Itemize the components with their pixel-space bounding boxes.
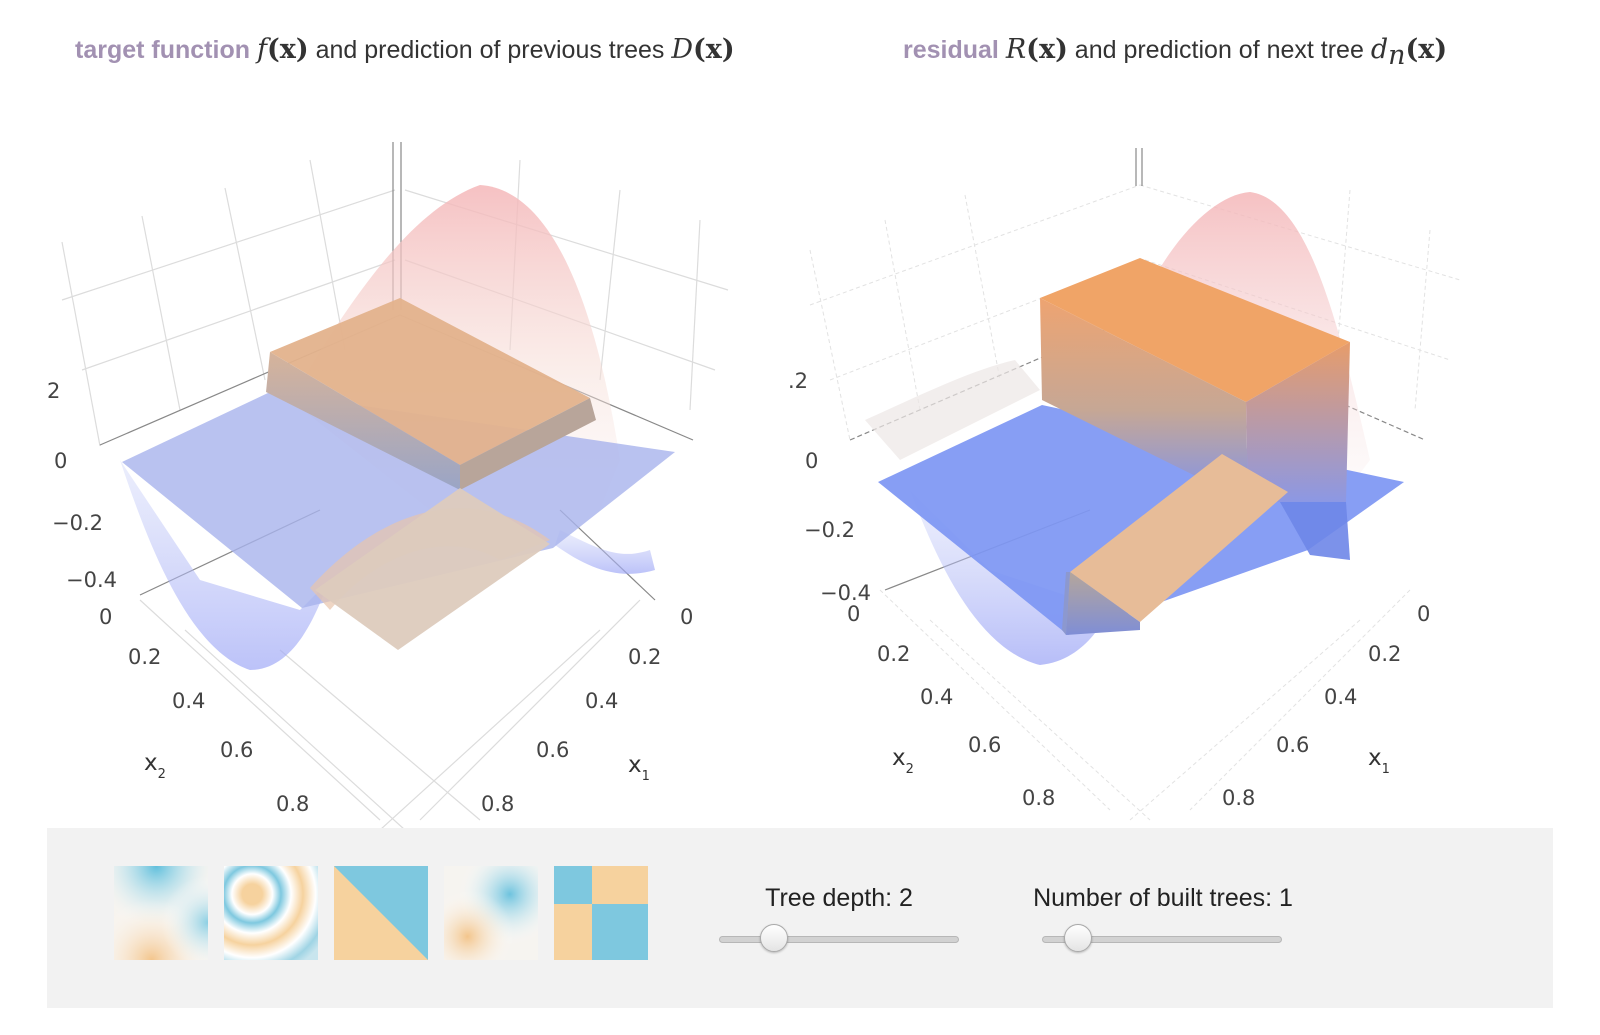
x2-tick: 0.4 (920, 685, 953, 709)
preset-concentric-rings[interactable] (224, 866, 318, 960)
preset-diagonal-split[interactable] (334, 866, 428, 960)
tree-depth-slider-track[interactable] (719, 936, 959, 943)
tree-depth-slider-handle[interactable] (760, 924, 789, 952)
x2-tick: 0.2 (877, 642, 910, 666)
x2-axis-label: x2 (892, 745, 914, 777)
left-plot-title: target function f(x) and prediction of p… (75, 34, 735, 65)
preset-radial-corners[interactable] (114, 866, 208, 960)
tree-depth-label: Tree depth: 2 (765, 884, 913, 912)
x1-tick: 0.8 (481, 792, 514, 816)
x2-tick: 0.8 (1022, 786, 1055, 810)
z-tick: −0.2 (52, 511, 103, 535)
concentric-rings-icon (224, 866, 318, 960)
x1-tick: 0 (680, 605, 693, 629)
right-plot-title: residual R(x) and prediction of next tre… (903, 34, 1448, 71)
radial-corners-icon (114, 866, 208, 960)
z-tick: −0.2 (804, 518, 855, 542)
prediction-box-top (270, 298, 590, 465)
num-trees-slider-handle[interactable] (1064, 924, 1092, 952)
x1-tick: 0.6 (536, 738, 569, 762)
preset-checkerboard[interactable] (554, 866, 648, 960)
grid-lines (809, 184, 1461, 821)
x1-axis-label: x1 (628, 752, 650, 784)
control-panel: Tree depth: 2 Number of built trees: 1 (47, 828, 1553, 1008)
left-3d-plot[interactable]: 2 0 −0.2 −0.4 0 0.2 0.4 0.6 0.8 0 0.2 0.… (0, 130, 760, 830)
diagonal-split-icon (334, 866, 428, 960)
next-tree-box-right (1246, 342, 1350, 502)
diagonal-blob-icon (444, 866, 538, 960)
x2-tick: 0 (99, 605, 112, 629)
x2-tick: 0.6 (220, 738, 253, 762)
checkerboard-icon (554, 866, 648, 960)
target-surface-dip-right (555, 530, 655, 574)
x2-tick: 0 (847, 602, 860, 626)
x1-tick: 0.2 (628, 645, 661, 669)
num-trees-label: Number of built trees: 1 (1033, 884, 1293, 912)
x1-axis-label: x1 (1368, 745, 1390, 777)
next-tree-box-lower-right (1280, 502, 1350, 560)
x2-tick: 0.6 (968, 733, 1001, 757)
x1-tick: 0 (1417, 602, 1430, 626)
num-trees-slider-track[interactable] (1042, 936, 1282, 943)
x1-tick: 0.8 (1222, 786, 1255, 810)
z-tick: −0.4 (66, 568, 117, 592)
target-surface-dip (120, 460, 330, 670)
residual-surface-left-rise (865, 360, 1040, 460)
x2-tick: 0.4 (172, 689, 205, 713)
title-highlight: target function (75, 36, 250, 64)
next-tree-step-left (1062, 572, 1070, 635)
next-tree-box-front (1040, 298, 1248, 502)
right-3d-plot[interactable]: .2 0 −0.2 −0.4 0 0.2 0.4 0.6 0.8 0 0.2 0… (790, 130, 1550, 830)
prediction-box-front (266, 352, 460, 490)
z-tick: −0.4 (820, 581, 871, 605)
x2-tick: 0.8 (276, 792, 309, 816)
x1-tick: 0.4 (585, 689, 618, 713)
x1-tick: 0.2 (1368, 642, 1401, 666)
x2-axis-label: x2 (144, 750, 166, 782)
next-tree-step-front (1066, 572, 1140, 635)
prediction-step (315, 488, 550, 650)
x1-tick: 0.4 (1324, 685, 1357, 709)
x2-tick: 0.2 (128, 645, 161, 669)
prediction-box-right (460, 398, 596, 490)
title-highlight: residual (903, 36, 999, 64)
z-tick: 2 (47, 379, 60, 403)
preset-diagonal-blob[interactable] (444, 866, 538, 960)
z-tick: .2 (790, 369, 808, 393)
x1-tick: 0.6 (1276, 733, 1309, 757)
next-tree-box-top (1040, 258, 1350, 402)
z-tick: 0 (54, 449, 67, 473)
z-tick: 0 (805, 449, 818, 473)
next-tree-step-top (1070, 454, 1288, 622)
